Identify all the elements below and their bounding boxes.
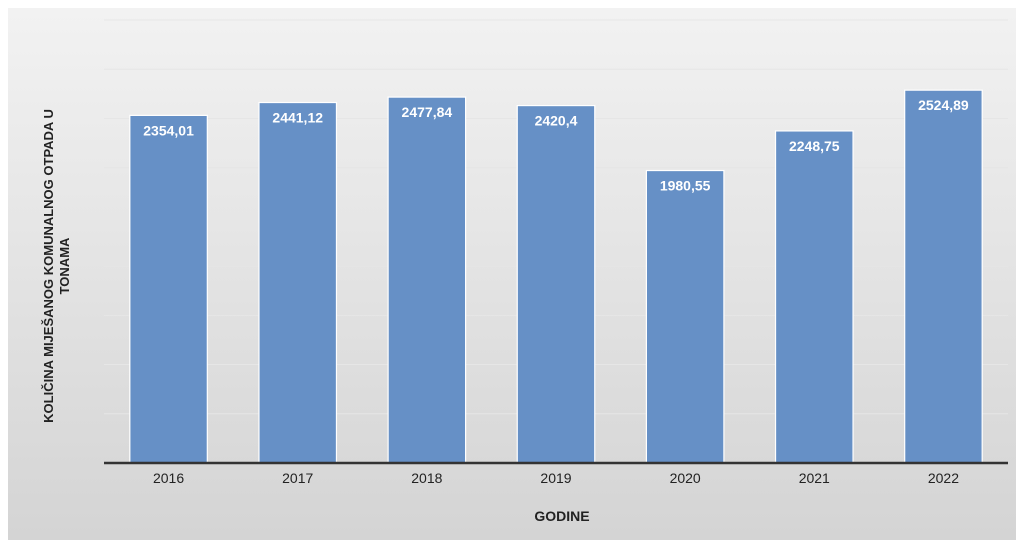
data-label-2019: 2420,4: [535, 113, 578, 129]
y-axis-title: KOLIČINA MIJEŠANOG KOMUNALNOG OTPADA U T…: [41, 109, 72, 423]
data-label-2018: 2477,84: [402, 104, 453, 120]
bar-2020: [645, 169, 725, 464]
x-tick-label-2022: 2022: [928, 470, 959, 486]
bar-2016: [129, 114, 208, 464]
bar-2018: [387, 96, 467, 464]
x-tick-label-2017: 2017: [282, 470, 313, 486]
x-tick-label-2021: 2021: [799, 470, 830, 486]
x-tick-label-2020: 2020: [670, 470, 701, 486]
bar-2022: [904, 89, 983, 464]
data-labels-group: 2354,01 2441,12 2477,84 2420,4 1980,55 2248,7…: [143, 97, 969, 193]
bars-group: [129, 89, 983, 464]
x-tick-label-2019: 2019: [540, 470, 571, 486]
x-tick-label-2018: 2018: [411, 470, 442, 486]
data-label-2021: 2248,75: [789, 138, 840, 154]
data-label-2022: 2524,89: [918, 97, 969, 113]
x-axis-title: GODINE: [534, 508, 589, 524]
data-label-2020: 1980,55: [660, 178, 711, 194]
x-tick-label-2016: 2016: [153, 470, 184, 486]
bar-2017: [258, 101, 338, 464]
data-label-2017: 2441,12: [272, 110, 323, 126]
y-axis-title-line-1: KOLIČINA MIJEŠANOG KOMUNALNOG OTPADA U: [41, 109, 56, 423]
data-label-2016: 2354,01: [143, 122, 194, 138]
x-tick-labels-group: 2016 2017 2018 2019 2020 2021 2022: [153, 470, 959, 486]
y-axis-title-line-2: TONAMA: [57, 237, 72, 294]
bar-2021: [774, 130, 854, 464]
bar-2019: [516, 104, 596, 464]
